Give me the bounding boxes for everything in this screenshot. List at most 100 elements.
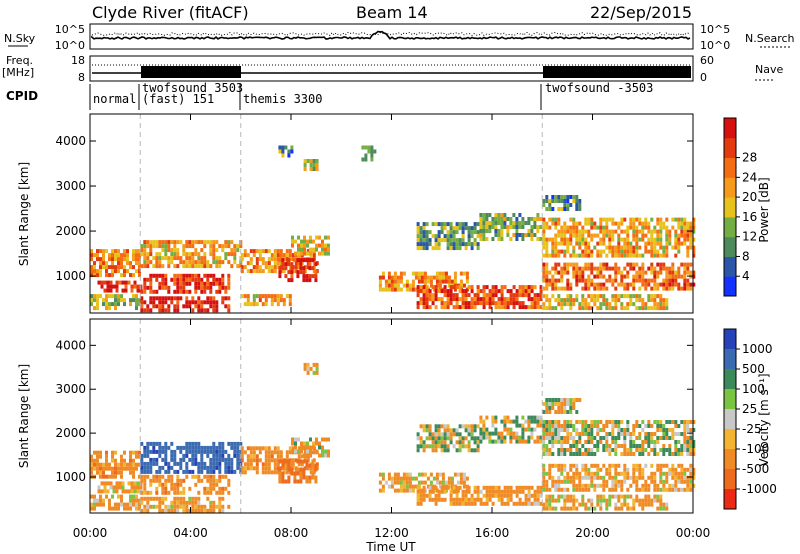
power-cell xyxy=(290,262,294,267)
power-cell xyxy=(167,248,171,253)
vel-cell xyxy=(140,508,144,513)
vel-cell xyxy=(170,508,174,513)
vel-cell xyxy=(114,474,117,479)
power-cell xyxy=(441,279,445,284)
power-cell xyxy=(108,294,111,299)
power-cell xyxy=(605,225,609,230)
power-cell xyxy=(90,294,93,299)
power-cell xyxy=(441,271,445,276)
vel-cell xyxy=(452,501,456,506)
vel-cell xyxy=(434,493,438,498)
power-cell xyxy=(440,222,444,227)
vel-cell xyxy=(545,432,549,436)
vel-cell xyxy=(590,475,594,480)
power-cell xyxy=(611,278,615,283)
vel-cell xyxy=(428,424,432,429)
vel-cell xyxy=(518,501,522,506)
power-cell xyxy=(258,265,262,270)
power-cell xyxy=(572,266,576,271)
power-cell xyxy=(146,244,150,249)
power-cell xyxy=(656,306,660,311)
colorbar-swatch xyxy=(724,276,736,297)
power-cell xyxy=(575,195,579,199)
power-cell xyxy=(167,304,171,309)
vel-cell xyxy=(441,472,445,477)
vel-cell xyxy=(653,432,657,436)
vel-cell xyxy=(614,483,618,488)
vel-cell xyxy=(152,441,156,446)
power-cell xyxy=(584,217,588,222)
power-cell xyxy=(458,305,462,310)
power-cell xyxy=(662,266,666,271)
vel-cell xyxy=(428,444,432,449)
vel-cell xyxy=(476,448,480,453)
vel-cell xyxy=(149,441,153,446)
vel-cell xyxy=(590,432,594,436)
vel-cell xyxy=(482,435,486,440)
power-cell xyxy=(449,293,453,298)
power-cell xyxy=(438,271,442,276)
power-cell xyxy=(458,238,462,243)
power-cell xyxy=(306,239,309,244)
vel-cell xyxy=(644,498,648,503)
vel-cell xyxy=(440,432,444,437)
vel-cell xyxy=(599,436,603,440)
power-cell xyxy=(105,273,108,278)
vel-cell xyxy=(572,483,576,488)
power-cell xyxy=(602,233,606,238)
vel-cell xyxy=(188,441,192,446)
vel-cell xyxy=(120,502,123,507)
power-cell xyxy=(140,304,144,309)
vel-cell xyxy=(470,501,474,506)
power-cell xyxy=(99,261,102,266)
power-cell xyxy=(572,217,576,222)
power-cell xyxy=(105,298,108,303)
power-cell xyxy=(461,222,465,227)
power-cell xyxy=(599,225,603,230)
power-cell xyxy=(665,241,669,246)
power-cell xyxy=(620,229,624,234)
vel-cell xyxy=(191,441,195,446)
power-cell xyxy=(461,238,465,243)
power-cell xyxy=(557,253,561,258)
power-cell xyxy=(629,266,633,271)
vel-cell xyxy=(569,436,573,440)
power-cell xyxy=(644,282,648,287)
vel-cell xyxy=(431,485,435,490)
vel-cell xyxy=(191,445,195,450)
power-cell xyxy=(692,217,696,222)
vel-cell xyxy=(309,437,312,442)
vel-cell xyxy=(689,420,693,424)
vel-cell xyxy=(393,488,397,493)
vel-cell xyxy=(545,424,549,428)
vel-cell xyxy=(545,494,549,499)
vel-cell xyxy=(299,471,303,476)
vel-cell xyxy=(584,467,588,472)
vel-cell xyxy=(617,444,621,448)
vel-cell xyxy=(644,483,648,488)
power-cell xyxy=(255,269,259,274)
power-cell xyxy=(278,266,282,271)
power-cell xyxy=(405,279,409,284)
power-cell xyxy=(611,306,615,311)
power-cell xyxy=(149,296,153,301)
vel-cell xyxy=(578,483,582,488)
vel-cell xyxy=(497,489,501,494)
power-cell xyxy=(614,245,618,250)
power-cell xyxy=(497,305,501,310)
power-cell xyxy=(560,229,564,234)
vel-cell xyxy=(179,478,183,483)
power-cell xyxy=(620,249,624,254)
power-cell xyxy=(635,217,639,222)
vel-cell xyxy=(575,432,579,436)
vel-cell xyxy=(665,463,669,468)
vel-cell xyxy=(188,449,192,454)
vel-cell xyxy=(515,485,519,490)
vel-cell xyxy=(117,462,120,467)
vel-cell xyxy=(572,479,576,484)
power-cell xyxy=(197,273,201,278)
vel-cell xyxy=(188,508,192,513)
vel-cell xyxy=(115,481,119,486)
vel-cell xyxy=(689,483,693,488)
vel-cell xyxy=(285,462,289,467)
